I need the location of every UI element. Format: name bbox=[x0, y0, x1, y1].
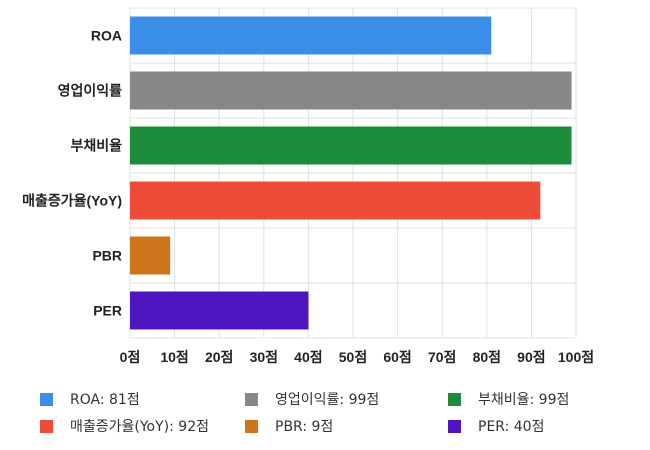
legend-swatch bbox=[245, 419, 258, 433]
x-tick-label: 70점 bbox=[428, 349, 456, 365]
category-label: PER bbox=[93, 303, 122, 319]
category-label: ROA bbox=[91, 28, 122, 44]
x-tick-label: 50점 bbox=[339, 349, 367, 365]
legend-label: ROA: 81점 bbox=[70, 392, 140, 408]
legend-item-per[interactable]: PER: 40점 bbox=[448, 416, 544, 436]
legend-swatch bbox=[448, 392, 461, 406]
bars bbox=[130, 16, 572, 330]
x-tick-label: 100점 bbox=[558, 349, 594, 365]
x-tick-label: 60점 bbox=[383, 349, 411, 365]
legend-item-sales-growth[interactable]: 매출증가율(YoY): 92점 bbox=[40, 416, 209, 436]
category-label: 영업이익률 bbox=[58, 83, 123, 99]
bar bbox=[130, 16, 492, 55]
legend-label: 영업이익률: 99점 bbox=[275, 392, 380, 408]
x-tick-label: 30점 bbox=[250, 349, 278, 365]
x-tick-label: 40점 bbox=[294, 349, 322, 365]
legend-item-debt-ratio[interactable]: 부채비율: 99점 bbox=[448, 389, 569, 409]
x-tick-label: 20점 bbox=[205, 349, 233, 365]
x-tick-label: 0점 bbox=[120, 349, 141, 365]
bar bbox=[130, 126, 572, 165]
bar bbox=[130, 181, 541, 220]
legend-label: PBR: 9점 bbox=[275, 419, 334, 435]
bar bbox=[130, 291, 309, 330]
legend-swatch bbox=[448, 419, 461, 433]
legend-item-pbr[interactable]: PBR: 9점 bbox=[245, 416, 333, 436]
legend-swatch bbox=[245, 392, 258, 406]
legend-swatch bbox=[40, 419, 53, 433]
grid-lines bbox=[129, 7, 577, 339]
category-label: 부채비율 bbox=[70, 138, 122, 154]
category-label: PBR bbox=[92, 248, 122, 264]
legend-item-roa[interactable]: ROA: 81점 bbox=[40, 389, 140, 409]
x-axis-tick-labels: 0점 10점 20점 30점 40점 50점 60점 70점 80점 90점 100점 bbox=[120, 349, 594, 365]
x-tick-label: 10점 bbox=[160, 349, 188, 365]
legend-label: 부채비율: 99점 bbox=[478, 392, 570, 408]
legend-label: PER: 40점 bbox=[478, 419, 545, 435]
bar bbox=[130, 236, 171, 275]
legend-item-operating-margin[interactable]: 영업이익률: 99점 bbox=[245, 389, 379, 409]
bar bbox=[130, 71, 572, 110]
legend-label: 매출증가율(YoY): 92점 bbox=[70, 419, 209, 435]
legend-swatch bbox=[40, 392, 53, 406]
x-tick-label: 80점 bbox=[473, 349, 501, 365]
x-tick-label: 90점 bbox=[517, 349, 545, 365]
category-label: 매출증가율(YoY) bbox=[22, 193, 122, 209]
